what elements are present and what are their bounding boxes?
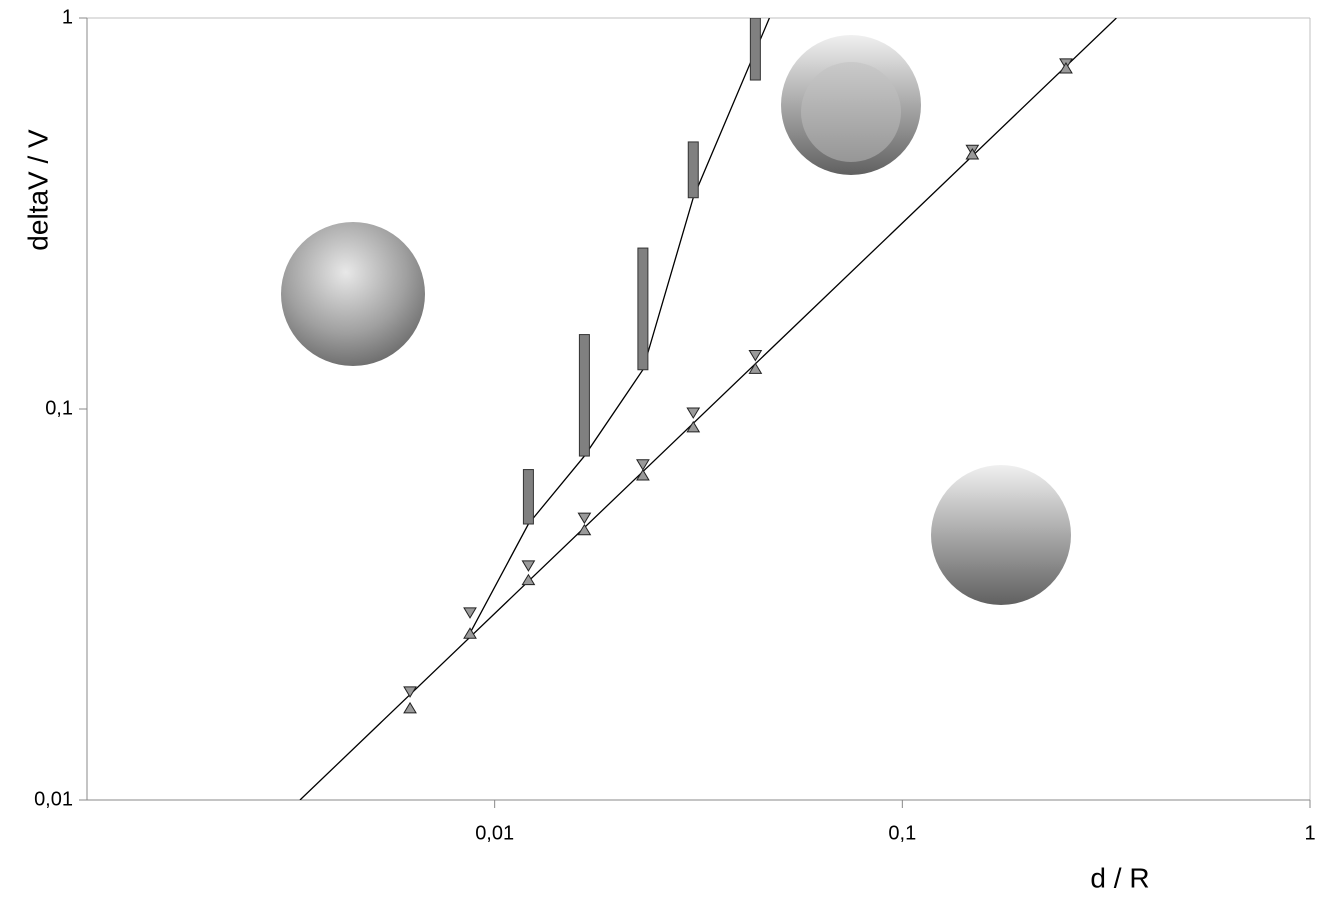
x-tick-label: 0,1 [888,822,916,844]
low-marker [577,523,592,536]
cell-sphere [931,465,1071,605]
cell-echinocyte [281,222,425,366]
plot-area [299,18,1117,800]
fit-line [299,18,1117,800]
low-marker [965,148,980,160]
low-marker [1059,62,1073,74]
range-bar [637,247,649,371]
high-marker [403,686,417,698]
high-marker [748,350,763,362]
low-marker [521,573,536,586]
fit-line [469,18,771,634]
high-marker [463,607,477,619]
y-tick-label: 0,01 [34,788,73,810]
x-tick-label: 0,01 [475,822,514,844]
low-marker [636,469,650,481]
high-marker [686,407,701,419]
low-marker [403,701,417,714]
y-axis-title: deltaV / V [22,129,53,251]
low-marker [463,627,477,639]
range-bar [522,469,534,525]
range-bar [687,141,699,199]
range-bar [578,334,590,457]
cell-images [281,35,1071,605]
cell-discocyte-center [801,62,901,162]
y-tick-label: 0,1 [45,397,73,419]
low-marker [686,420,701,433]
x-tick-label: 1 [1304,822,1315,844]
high-marker [636,459,650,471]
high-marker [577,512,592,525]
high-marker [521,560,536,572]
range-bar [749,18,761,81]
x-axis-title: d / R [1090,862,1149,893]
low-marker [748,362,763,374]
y-tick-label: 1 [62,6,73,28]
